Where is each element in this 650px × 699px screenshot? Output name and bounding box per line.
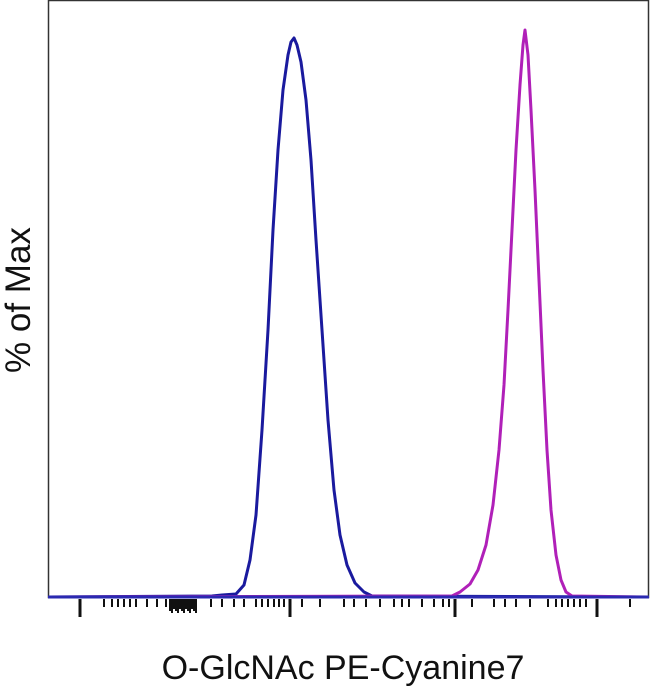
blue-histogram-curve <box>47 36 649 599</box>
magenta-histogram-curve <box>47 28 649 599</box>
x-axis-ticks <box>78 599 631 617</box>
y-axis-label: % of Max <box>0 227 38 373</box>
x-axis-label: O-GlcNAc PE-Cyanine7 <box>161 649 525 687</box>
plot-frame <box>47 0 650 599</box>
histogram-series <box>47 28 649 599</box>
